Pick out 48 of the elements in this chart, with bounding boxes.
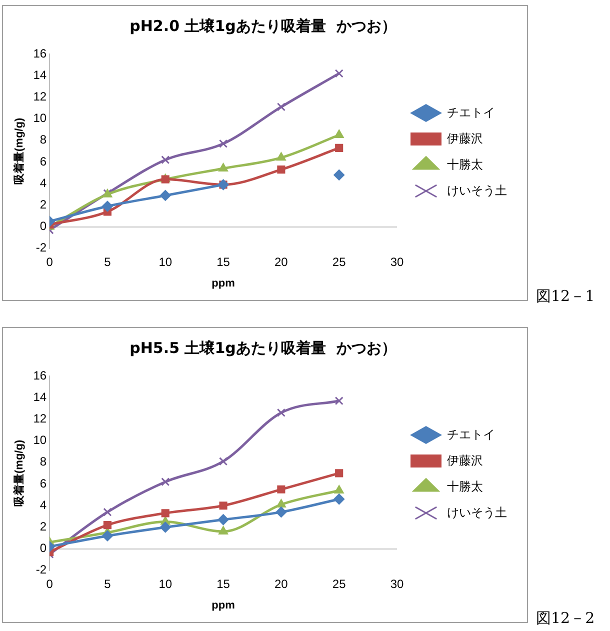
x-tick-label: 25 — [332, 576, 346, 591]
y-tick-label: 0 — [40, 219, 47, 234]
x-tick-label: 10 — [158, 254, 172, 269]
y-tick-label: 6 — [40, 154, 47, 168]
x-tick-label: 10 — [158, 576, 172, 591]
x-tick-label: 20 — [274, 576, 288, 591]
x-tick-label: 30 — [390, 576, 404, 591]
y-tick-label: 14 — [33, 68, 47, 82]
y-tick-label: 10 — [33, 433, 47, 448]
x-axis-title: ppm — [212, 277, 236, 290]
y-tick-label: 6 — [40, 476, 47, 490]
y-tick-label: -2 — [36, 240, 47, 255]
legend-label: 十勝太 — [447, 157, 483, 172]
y-tick-label: 14 — [33, 390, 47, 404]
legend-label: けいそう土 — [447, 183, 507, 198]
y-tick-label: 2 — [40, 520, 47, 534]
y-tick-label: 12 — [33, 90, 47, 104]
legend-label: 十勝太 — [447, 479, 483, 494]
legend-label: チエトイ — [447, 427, 495, 442]
y-tick-label: 4 — [40, 176, 47, 190]
caption: 図12－1 — [536, 287, 595, 306]
y-tick-label: 8 — [40, 132, 47, 147]
y-tick-label: 10 — [33, 111, 47, 126]
y-tick-label: 16 — [33, 46, 47, 60]
y-tick-label: -2 — [36, 562, 47, 577]
caption: 図12－2 — [536, 609, 595, 628]
chart-title: pH5.5 土壌1gあたり吸着量 かつお） — [130, 338, 396, 357]
x-tick-label: 20 — [274, 254, 288, 269]
y-tick-label: 12 — [33, 412, 47, 426]
x-tick-label: 5 — [104, 254, 112, 269]
x-tick-label: 30 — [390, 254, 404, 269]
y-tick-label: 8 — [40, 454, 47, 469]
x-tick-label: 15 — [216, 576, 230, 591]
y-axis-title: 吸着量(mg/g) — [12, 118, 26, 185]
legend-label: 伊藤沢 — [447, 131, 483, 146]
y-axis-title: 吸着量(mg/g) — [12, 440, 26, 507]
x-tick-label: 15 — [216, 254, 230, 269]
x-tick-label: 5 — [104, 576, 112, 591]
y-tick-label: 2 — [40, 198, 47, 212]
y-tick-label: 16 — [33, 368, 47, 382]
legend-label: けいそう土 — [447, 505, 507, 520]
chart-title: pH2.0 土壌1gあたり吸着量 かつお） — [130, 16, 396, 35]
legend-label: 伊藤沢 — [447, 453, 483, 468]
y-tick-label: 0 — [40, 541, 47, 556]
y-tick-label: 4 — [40, 498, 47, 512]
legend-label: チエトイ — [447, 105, 495, 120]
x-tick-label: 25 — [332, 254, 346, 269]
x-axis-title: ppm — [212, 599, 236, 612]
